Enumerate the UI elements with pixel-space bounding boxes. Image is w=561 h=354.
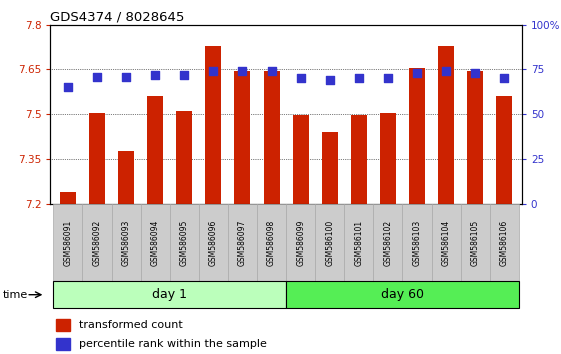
Bar (409, 68, 425, 204)
Bar (89, 113, 105, 204)
Bar (374, 204, 402, 281)
Text: day 60: day 60 (381, 288, 424, 301)
Text: GSM586092: GSM586092 (93, 219, 102, 266)
Bar (490, 204, 519, 281)
Bar (438, 46, 454, 204)
Point (471, 70, 480, 76)
Bar (264, 71, 279, 204)
Point (63, 85, 72, 90)
Bar (234, 71, 250, 204)
Point (209, 68, 218, 74)
Bar (344, 204, 374, 281)
Bar (112, 204, 141, 281)
Bar (53, 204, 82, 281)
Text: transformed count: transformed count (79, 320, 182, 330)
Bar (53, 281, 286, 308)
Text: GSM586094: GSM586094 (151, 219, 160, 266)
Bar (402, 204, 431, 281)
Bar (286, 281, 519, 308)
Text: GSM586102: GSM586102 (383, 219, 393, 266)
Point (93, 74, 102, 79)
Point (267, 68, 276, 74)
Text: GSM586099: GSM586099 (296, 219, 305, 266)
Bar (170, 204, 199, 281)
Text: GSM586100: GSM586100 (325, 219, 334, 266)
Bar (199, 204, 228, 281)
Text: GSM586101: GSM586101 (355, 219, 364, 266)
Text: day 1: day 1 (152, 288, 187, 301)
Bar (118, 152, 134, 204)
Point (151, 72, 160, 78)
Bar (176, 111, 192, 204)
Text: GSM586098: GSM586098 (267, 219, 276, 266)
Text: time: time (3, 290, 28, 300)
Bar (431, 204, 461, 281)
Text: GSM586105: GSM586105 (471, 219, 480, 266)
Point (412, 70, 421, 76)
Text: GSM586096: GSM586096 (209, 219, 218, 266)
Bar (293, 115, 309, 204)
Bar (461, 204, 490, 281)
Bar (257, 204, 286, 281)
Bar (205, 46, 222, 204)
Bar (82, 204, 112, 281)
Bar (228, 204, 257, 281)
Text: GSM586093: GSM586093 (122, 219, 131, 266)
Bar (496, 96, 512, 204)
Bar (286, 204, 315, 281)
Point (180, 72, 189, 78)
Bar (60, 192, 76, 204)
Text: GSM586097: GSM586097 (238, 219, 247, 266)
Text: GDS4374 / 8028645: GDS4374 / 8028645 (50, 11, 185, 24)
Point (296, 75, 305, 81)
Text: GSM586104: GSM586104 (442, 219, 450, 266)
Bar (315, 204, 344, 281)
Point (383, 75, 392, 81)
Point (355, 75, 364, 81)
Bar (147, 96, 163, 204)
Point (442, 68, 450, 74)
Text: GSM586103: GSM586103 (412, 219, 421, 266)
Bar (467, 71, 483, 204)
Bar (380, 113, 396, 204)
Text: GSM586091: GSM586091 (63, 219, 72, 266)
Bar (56, 338, 70, 350)
Bar (141, 204, 170, 281)
Point (500, 75, 509, 81)
Point (325, 78, 334, 83)
Point (238, 68, 247, 74)
Bar (56, 319, 70, 331)
Text: GSM586095: GSM586095 (180, 219, 189, 266)
Bar (351, 115, 367, 204)
Point (122, 74, 131, 79)
Bar (322, 132, 338, 204)
Text: percentile rank within the sample: percentile rank within the sample (79, 339, 266, 349)
Text: GSM586106: GSM586106 (500, 219, 509, 266)
